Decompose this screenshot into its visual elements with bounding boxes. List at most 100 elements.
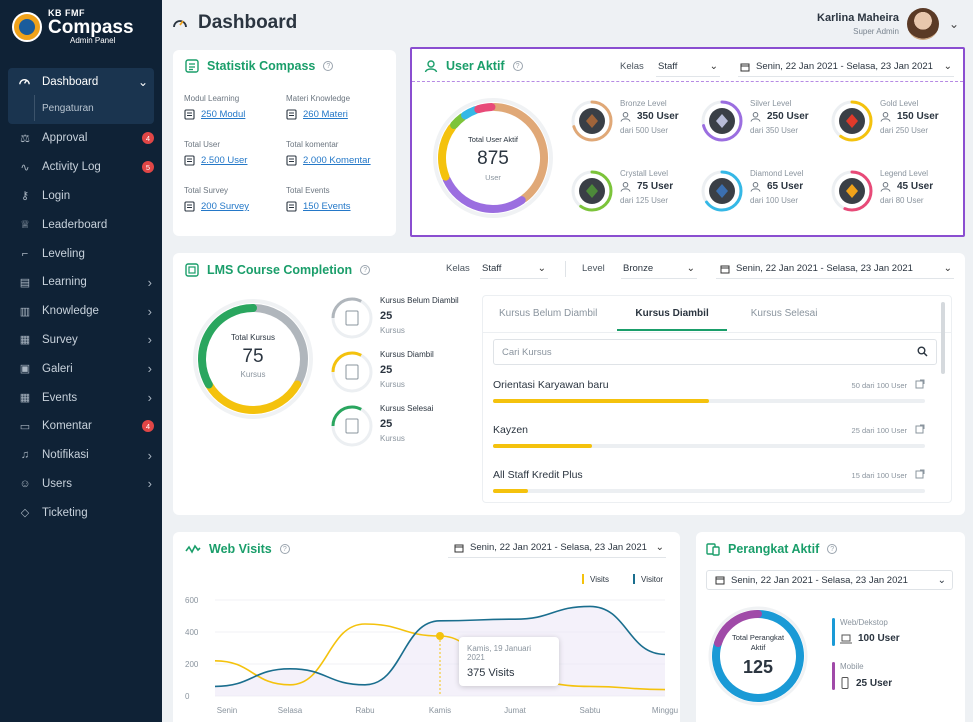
pulse-icon [185,544,201,554]
kelas-label: Kelas [620,61,644,72]
stat-link[interactable]: 250 Modul [184,109,245,120]
donut-segment [461,106,480,120]
chart-tooltip: Kamis, 19 Januari 2021 375 Visits [459,637,559,686]
kelas-select[interactable]: Staff ⌄ [656,57,720,77]
calendar-icon [720,265,730,273]
sidebar-item-dashboard[interactable]: Dashboard ⌄ Pengaturan [8,68,154,124]
external-link-icon[interactable] [915,469,925,479]
scrollbar[interactable] [941,302,945,374]
level-item: Diamond Level 65 User dari 100 User [700,169,820,219]
chevron-right-icon: › [147,361,152,377]
tab-divider [483,332,951,333]
donut-segment [712,610,804,702]
user-menu[interactable]: Karlina Maheira Super Admin ⌄ [817,8,959,40]
device-label: Mobile [840,662,864,671]
level-value: Bronze [623,263,654,274]
sidebar-item-komentar[interactable]: ▭ Komentar 4 [0,412,162,441]
level-select[interactable]: Bronze ⌄ [621,259,697,279]
course-row[interactable]: All Staff Kredit Plus 15 dari 100 User [493,469,925,499]
external-link-icon[interactable] [915,379,925,389]
sidebar-item-leveling[interactable]: ⌐ Leveling [0,239,162,268]
gem-icon [716,184,728,198]
stat-link[interactable]: 260 Materi [286,109,350,120]
hover-point[interactable] [436,632,444,640]
date-range-select[interactable]: Senin, 22 Jan 2021 - Selasa, 23 Jan 2021… [448,538,666,558]
sidebar-item-label: Survey [42,333,78,346]
help-icon[interactable]: ? [323,61,334,71]
sidebar-subitem-pengaturan[interactable]: Pengaturan [34,95,154,121]
sidebar-item-survey[interactable]: ▦ Survey › [0,326,162,355]
perangkat-title-text: Perangkat Aktif [728,542,820,556]
ticket-icon: ◇ [20,507,30,520]
sidebar-item-galeri[interactable]: ▣ Galeri › [0,354,162,383]
donut-segment [442,175,526,213]
help-icon[interactable]: ? [360,265,371,275]
level-value: 350 User [637,111,679,122]
level-progress-ring [831,170,873,212]
level-of: dari 80 User [880,196,924,205]
tab-kursus-belum-diambil[interactable]: Kursus Belum Diambil [499,308,598,319]
help-icon[interactable]: ? [279,544,290,554]
help-icon[interactable]: ? [512,61,523,71]
sidebar-item-learning[interactable]: ▤ Learning › [0,268,162,297]
x-tick-label: Senin [217,706,237,715]
level-of: dari 100 User [750,196,799,205]
web-visits-title-text: Web Visits [209,542,272,556]
sidebar-item-activity-log[interactable]: ∿ Activity Log 5 [0,153,162,182]
sidebar-item-approval[interactable]: ⚖ Approval 4 [0,124,162,153]
level-value: 250 User [767,111,809,122]
brand-logo[interactable]: KB FMF Compass Admin Panel [12,9,134,45]
sidebar-item-login[interactable]: ⚷ Login [0,182,162,211]
document-icon [345,310,359,326]
stat-label: Total Survey [184,186,229,195]
sidebar-item-users[interactable]: ☺ Users › [0,470,162,499]
help-icon[interactable]: ? [827,544,838,554]
external-link-icon[interactable] [915,424,925,434]
device-web: Web/Dekstop 100 User [832,618,900,646]
gauge-icon [173,20,187,28]
search-input[interactable]: Cari Kursus [493,339,937,365]
user-icon [620,182,631,192]
level-name: Legend Level [880,169,929,178]
sidebar-item-notifikasi[interactable]: ♫ Notifikasi › [0,441,162,470]
sidebar-item-leaderboard[interactable]: ♕ Leaderboard [0,210,162,239]
avatar[interactable] [906,8,939,40]
user-icon [620,112,631,122]
stat-link[interactable]: 2.000 Komentar [286,155,371,166]
sidebar-item-knowledge[interactable]: ▥ Knowledge › [0,297,162,326]
document-icon [345,364,359,380]
date-range-select[interactable]: Senin, 22 Jan 2021 - Selasa, 23 Jan 2021… [716,259,954,279]
donut-segment [249,304,308,389]
stat-item: Modul Learning 250 Modul [184,94,245,120]
device-color-bar [832,662,835,690]
stat-link[interactable]: 2.500 User [184,155,247,166]
course-row[interactable]: Kayzen 25 dari 100 User [493,424,925,454]
approval-icon: ⚖ [20,132,30,145]
open-book-icon [286,109,297,120]
sidebar-item-ticketing[interactable]: ◇ Ticketing [0,498,162,527]
lms-total: Total Kursus 75 Kursus [192,333,314,379]
status-value: 25 [380,418,393,430]
tab-kursus-diambil[interactable]: Kursus Diambil [617,308,727,331]
image-icon: ▣ [19,363,31,376]
kelas-select[interactable]: Staff ⌄ [480,259,548,279]
chevron-down-icon[interactable]: ⌄ [948,17,959,31]
stat-link[interactable]: 200 Survey [184,201,249,212]
divider [412,81,963,82]
stat-item: Total Survey 200 Survey [184,186,249,212]
level-progress-arc [571,170,613,212]
stat-link[interactable]: 150 Events [286,201,351,212]
date-range-select[interactable]: Senin, 22 Jan 2021 - Selasa, 23 Jan 2021… [706,570,953,590]
sidebar-item-label: Dashboard [42,75,99,88]
level-name: Silver Level [750,99,792,108]
progress-fill [493,444,593,448]
lms-donut [193,299,313,419]
level-name: Bronze Level [620,99,667,108]
sidebar-item-label: Galeri [42,362,73,375]
course-row[interactable]: Orientasi Karyawan baru 50 dari 100 User [493,379,925,409]
sidebar-item-label: Leveling [42,247,85,260]
tab-kursus-selesai[interactable]: Kursus Selesai [750,308,818,319]
search-icon [917,346,928,357]
sidebar-item-events[interactable]: ▦ Events › [0,383,162,412]
date-range-select[interactable]: Senin, 22 Jan 2021 - Selasa, 23 Jan 2021… [738,57,954,77]
